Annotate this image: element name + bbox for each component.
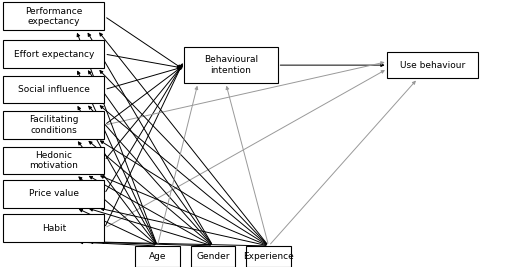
Text: Behavioural
intention: Behavioural intention bbox=[204, 55, 258, 75]
Bar bbox=[3, 214, 104, 242]
Bar bbox=[3, 180, 104, 208]
Bar bbox=[387, 52, 479, 79]
Text: Hedonic
motivation: Hedonic motivation bbox=[29, 151, 78, 170]
Bar bbox=[184, 47, 277, 83]
Bar bbox=[3, 147, 104, 174]
Text: Experience: Experience bbox=[243, 252, 294, 261]
Text: Habit: Habit bbox=[42, 224, 66, 233]
Text: Facilitating
conditions: Facilitating conditions bbox=[29, 116, 79, 135]
Bar bbox=[191, 246, 235, 267]
Text: Use behaviour: Use behaviour bbox=[401, 61, 465, 70]
Text: Price value: Price value bbox=[29, 189, 79, 199]
Bar bbox=[3, 111, 104, 139]
Text: Performance
expectancy: Performance expectancy bbox=[25, 6, 83, 26]
Text: Effort expectancy: Effort expectancy bbox=[14, 50, 94, 58]
Bar bbox=[135, 246, 179, 267]
Bar bbox=[3, 2, 104, 30]
Text: Age: Age bbox=[149, 252, 166, 261]
Text: Gender: Gender bbox=[196, 252, 230, 261]
Text: Social influence: Social influence bbox=[18, 85, 90, 94]
Bar bbox=[246, 246, 291, 267]
Bar bbox=[3, 40, 104, 68]
Bar bbox=[3, 76, 104, 103]
